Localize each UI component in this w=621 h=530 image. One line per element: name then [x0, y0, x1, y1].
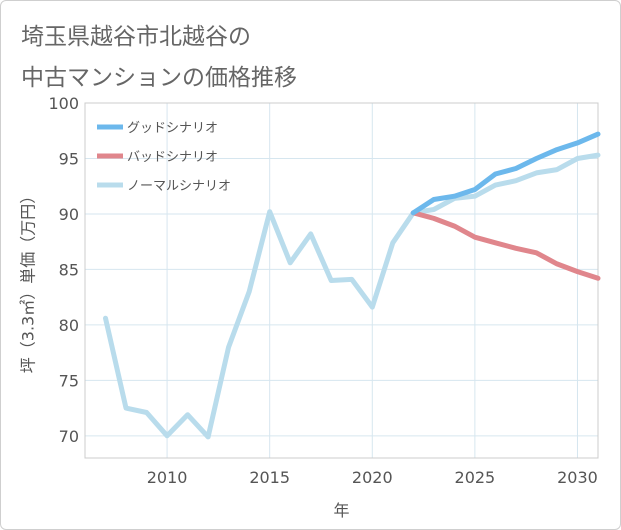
y-tick-label-1: 75: [59, 371, 79, 390]
series-lines: [103, 131, 601, 440]
series-line-2: [103, 152, 601, 440]
y-tick-label-0: 70: [59, 427, 79, 446]
y-tick-label-5: 95: [59, 149, 79, 168]
series-line-1: [410, 210, 601, 281]
y-tick-label-2: 80: [59, 316, 79, 335]
legend-label-1: バッドシナリオ: [127, 150, 218, 165]
x-tick-label-4: 2030: [557, 468, 598, 487]
x-tick-label-0: 2010: [147, 468, 188, 487]
y-axis-title: 坪（3.3㎡）単価（万円）: [19, 188, 38, 373]
legend-label-2: ノーマルシナリオ: [127, 179, 231, 194]
chart-title-line-1: 埼玉県越谷市北越谷の: [21, 24, 251, 50]
chart-title-line-2: 中古マンションの価格推移: [21, 65, 297, 91]
x-tick-label-3: 2025: [455, 468, 496, 487]
y-tick-label-4: 90: [59, 205, 79, 224]
axis-ticks: 2010 2015 2020 2025 2030 70 75 80 85 90 95 100: [48, 94, 597, 487]
x-axis-title: 年: [333, 501, 349, 520]
y-tick-label-3: 85: [59, 260, 79, 279]
legend-label-0: グッドシナリオ: [127, 121, 218, 136]
series-line-0: [410, 131, 601, 216]
x-tick-label-2: 2020: [352, 468, 393, 487]
x-tick-label-1: 2015: [249, 468, 290, 487]
y-tick-label-6: 100: [48, 94, 79, 113]
